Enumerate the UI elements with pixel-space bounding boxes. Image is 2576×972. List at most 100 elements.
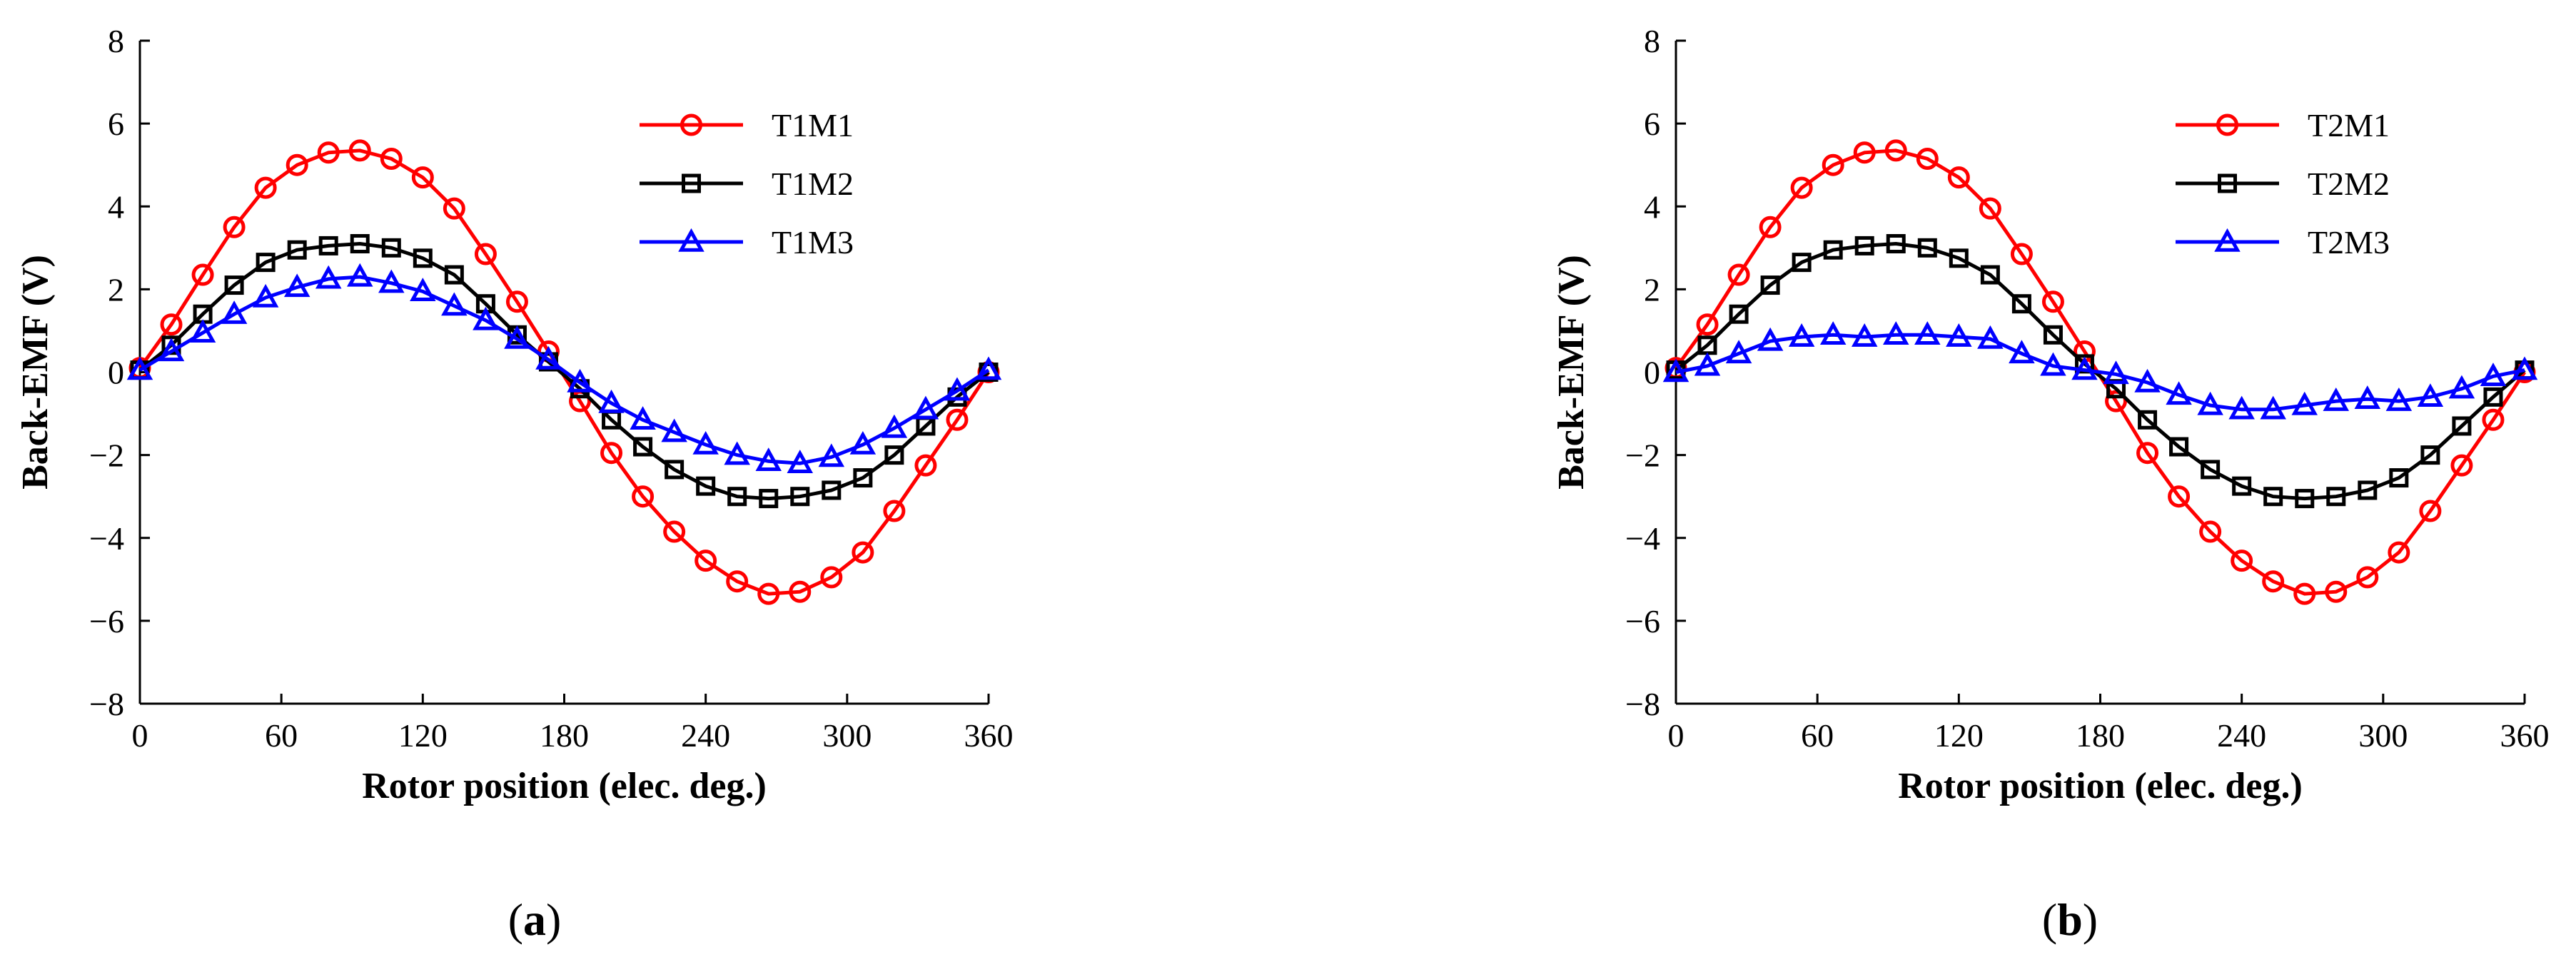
legend-entry: T2M2	[2176, 166, 2390, 202]
data-point	[696, 476, 716, 496]
y-tick-label: 0	[108, 355, 124, 391]
data-point	[2199, 520, 2222, 543]
legend-label: T1M1	[772, 107, 854, 143]
y-tick-label: 8	[1644, 23, 1660, 59]
data-point	[600, 442, 623, 465]
data-point	[191, 263, 214, 286]
data-point	[2323, 387, 2350, 411]
data-point	[1914, 321, 1941, 345]
data-point	[790, 487, 810, 507]
legend-entry: T2M3	[2176, 224, 2390, 260]
legend-label: T2M1	[2308, 107, 2390, 143]
y-tick-label: −8	[1625, 686, 1660, 722]
data-point	[2138, 410, 2158, 430]
legend-label: T2M3	[2308, 224, 2390, 260]
y-tick-label: −6	[89, 603, 124, 639]
legend-entry: T2M1	[2176, 107, 2390, 143]
legend-entry: T1M3	[640, 224, 854, 260]
data-point	[2420, 445, 2440, 465]
data-point	[473, 306, 499, 330]
data-point	[287, 240, 307, 260]
data-point	[2043, 325, 2063, 345]
data-point	[2326, 487, 2346, 507]
data-point	[663, 520, 686, 543]
data-point	[1854, 236, 1874, 255]
data-point	[221, 300, 248, 324]
legend-marker	[2218, 173, 2237, 193]
data-point	[1790, 176, 1813, 199]
data-point	[315, 265, 342, 289]
legend-marker	[678, 228, 704, 252]
panel-caption: (a)	[508, 894, 562, 945]
legend: T1M1 T1M2 T1M3	[640, 107, 854, 260]
y-tick-label: −2	[89, 437, 124, 474]
legend-label: T2M2	[2308, 166, 2390, 202]
data-point	[2197, 391, 2223, 415]
chart-panel-b: 0 60 120 180 240 300 360 −8 −6 −4 −2 0 2 4 6 8 Rotor pos…	[1551, 23, 2550, 945]
data-point	[1884, 139, 1907, 162]
data-point	[661, 418, 687, 442]
data-point	[2389, 468, 2409, 488]
legend: T2M1 T2M2 T2M3	[2176, 107, 2390, 260]
data-point	[1949, 248, 1969, 268]
y-tick-label: 6	[108, 106, 124, 142]
data-point	[2201, 460, 2221, 480]
data-point	[441, 292, 468, 316]
data-point	[1979, 197, 2001, 220]
data-point	[822, 480, 842, 500]
y-tick-label: 2	[1644, 271, 1660, 308]
data-point	[632, 485, 655, 508]
data-point	[1886, 234, 1906, 254]
data-point	[2041, 290, 2064, 313]
x-tick-label: 120	[1934, 717, 1984, 754]
x-axis-label: Rotor position (elec. deg.)	[1898, 766, 2303, 806]
data-point	[254, 176, 277, 199]
y-tick-label: 4	[108, 188, 124, 225]
x-tick-label: 180	[2076, 717, 2125, 754]
data-point	[2450, 454, 2473, 477]
data-point	[286, 153, 308, 176]
data-point	[2388, 541, 2410, 564]
x-tick-label: 240	[2217, 717, 2266, 754]
data-point	[944, 377, 971, 401]
data-point	[787, 450, 814, 473]
data-point	[1947, 166, 1970, 189]
data-point	[1980, 265, 2000, 285]
data-point	[2295, 489, 2315, 509]
data-point	[252, 283, 279, 308]
data-point	[2231, 550, 2253, 572]
data-point	[2452, 416, 2472, 436]
data-point	[2263, 487, 2283, 507]
data-point	[1760, 275, 1780, 295]
x-tick-label: 0	[132, 717, 148, 754]
data-point	[1823, 240, 1843, 260]
y-tick-label: −6	[1625, 603, 1660, 639]
data-point	[224, 275, 244, 295]
data-point	[2356, 566, 2379, 589]
series-T1M1	[128, 139, 1000, 605]
y-tick-label: 8	[108, 23, 124, 59]
data-point	[1696, 313, 1719, 336]
data-point	[411, 166, 434, 189]
data-point	[1853, 141, 1876, 164]
data-point	[2419, 500, 2442, 522]
x-axis-label: Rotor position (elec. deg.)	[362, 766, 767, 806]
data-point	[2291, 391, 2318, 415]
data-point	[505, 290, 528, 313]
x-tick-label: 300	[822, 717, 872, 754]
data-point	[346, 263, 373, 287]
data-point	[849, 430, 877, 455]
data-point	[2417, 383, 2444, 407]
data-point	[2228, 395, 2255, 420]
series-T1M2	[130, 234, 999, 509]
data-point	[567, 368, 593, 393]
y-axis-label: Back-EMF (V)	[1551, 255, 1592, 490]
data-point	[348, 139, 371, 162]
x-tick-label: 300	[2358, 717, 2408, 754]
data-point	[2262, 570, 2285, 593]
data-point	[223, 216, 246, 238]
data-point	[2166, 381, 2192, 405]
data-point	[975, 356, 1002, 380]
y-axis-label: Back-EMF (V)	[15, 255, 56, 490]
